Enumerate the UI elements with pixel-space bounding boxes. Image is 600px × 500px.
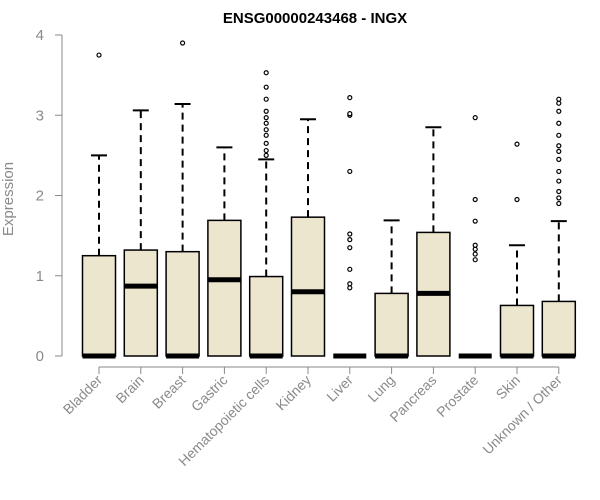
outlier-point <box>263 140 269 146</box>
outlier-point <box>556 100 562 106</box>
y-axis: 0 1 2 3 4 <box>36 27 63 365</box>
x-tick-label: Kidney <box>273 372 315 414</box>
box-6 <box>333 94 367 359</box>
y-tick-label: 0 <box>36 348 44 365</box>
outlier-point <box>556 188 562 195</box>
outlier-point <box>347 231 353 237</box>
y-tick-label: 3 <box>36 107 44 124</box>
outlier-point <box>556 108 562 114</box>
x-tick-label: Brain <box>112 372 146 406</box>
box-9 <box>458 115 492 359</box>
x-tick-label: Unknown / Other <box>479 372 565 458</box>
outlier-point <box>472 218 478 224</box>
outlier-point <box>556 168 562 175</box>
outlier-point <box>263 70 269 76</box>
outlier-point <box>263 127 269 133</box>
box-0 <box>81 52 117 359</box>
x-tick-label: Breast <box>149 372 189 412</box>
outlier-point <box>556 132 562 138</box>
y-tick-label: 4 <box>36 27 44 44</box>
outlier-point <box>556 200 562 207</box>
box-body <box>499 304 535 357</box>
boxes <box>81 40 577 359</box>
box-5 <box>290 118 326 357</box>
outlier-point <box>556 96 562 102</box>
outlier-point <box>347 168 353 175</box>
y-axis-label: Expression <box>0 162 17 236</box>
chart-title: ENSG00000243468 - INGX <box>223 10 407 27</box>
outlier-point <box>347 237 353 243</box>
x-tick-label: Lung <box>364 372 397 405</box>
outlier-point <box>347 285 353 291</box>
box-body <box>165 250 200 357</box>
box-10 <box>499 141 535 359</box>
x-tick-label: Liver <box>323 372 356 405</box>
box-8 <box>416 126 451 357</box>
box-body <box>207 219 242 357</box>
outlier-point <box>96 52 102 58</box>
box-4 <box>248 70 284 359</box>
outlier-point <box>472 115 478 121</box>
outlier-point <box>263 115 269 121</box>
outlier-point <box>472 246 478 252</box>
outlier-point <box>263 152 269 158</box>
box-body <box>123 249 159 357</box>
x-tick-label: Prostate <box>433 372 481 420</box>
outlier-point <box>263 147 269 154</box>
outlier-point <box>556 143 562 149</box>
box-body <box>290 216 326 357</box>
outlier-point <box>472 257 478 263</box>
outlier-point <box>263 108 269 114</box>
box-3 <box>207 146 242 357</box>
box-body <box>81 254 117 357</box>
outlier-point <box>347 111 353 117</box>
outlier-point <box>347 245 353 251</box>
outlier-point <box>556 156 562 162</box>
outlier-point <box>347 266 353 272</box>
outlier-point <box>263 132 269 138</box>
outlier-point <box>556 195 562 201</box>
y-tick-label: 2 <box>36 188 44 205</box>
outlier-point <box>556 178 562 184</box>
box-2 <box>165 40 200 359</box>
outlier-point <box>263 84 269 90</box>
box-body <box>541 300 577 357</box>
box-7 <box>374 219 409 359</box>
outlier-point <box>472 242 478 248</box>
outlier-point <box>472 251 478 257</box>
outlier-point <box>263 120 269 126</box>
outlier-point <box>263 96 269 102</box>
box-11 <box>541 96 577 359</box>
box-body <box>374 292 409 357</box>
outlier-point <box>347 281 353 287</box>
outlier-point <box>556 120 562 126</box>
box-1 <box>123 109 159 357</box>
outlier-point <box>347 94 353 101</box>
outlier-point <box>472 196 478 203</box>
x-tick-label: Skin <box>493 372 524 403</box>
outlier-point <box>514 196 520 203</box>
outlier-point <box>180 40 186 46</box>
y-tick-label: 1 <box>36 268 44 285</box>
outlier-point <box>514 141 520 147</box>
x-tick-label: Bladder <box>60 372 106 418</box>
outlier-point <box>556 148 562 154</box>
box-body <box>248 275 284 357</box>
